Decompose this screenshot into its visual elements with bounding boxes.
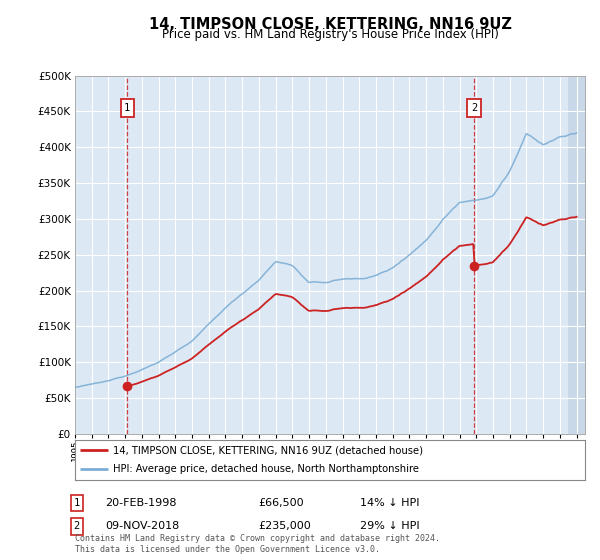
Text: 14, TIMPSON CLOSE, KETTERING, NN16 9UZ (detached house): 14, TIMPSON CLOSE, KETTERING, NN16 9UZ (… xyxy=(113,446,423,455)
Text: Price paid vs. HM Land Registry's House Price Index (HPI): Price paid vs. HM Land Registry's House … xyxy=(161,28,499,41)
Text: HPI: Average price, detached house, North Northamptonshire: HPI: Average price, detached house, Nort… xyxy=(113,464,419,474)
Text: £66,500: £66,500 xyxy=(258,498,304,508)
Text: 09-NOV-2018: 09-NOV-2018 xyxy=(105,521,179,531)
Text: 2: 2 xyxy=(74,521,80,531)
Text: 1: 1 xyxy=(124,103,130,113)
Text: 14% ↓ HPI: 14% ↓ HPI xyxy=(360,498,419,508)
Text: 20-FEB-1998: 20-FEB-1998 xyxy=(105,498,176,508)
Text: 29% ↓ HPI: 29% ↓ HPI xyxy=(360,521,419,531)
Text: Contains HM Land Registry data © Crown copyright and database right 2024.
This d: Contains HM Land Registry data © Crown c… xyxy=(75,534,440,554)
Text: 14, TIMPSON CLOSE, KETTERING, NN16 9UZ: 14, TIMPSON CLOSE, KETTERING, NN16 9UZ xyxy=(149,17,511,31)
Text: £235,000: £235,000 xyxy=(258,521,311,531)
Text: 1: 1 xyxy=(74,498,80,508)
Bar xyxy=(568,76,593,434)
Text: 2: 2 xyxy=(471,103,477,113)
